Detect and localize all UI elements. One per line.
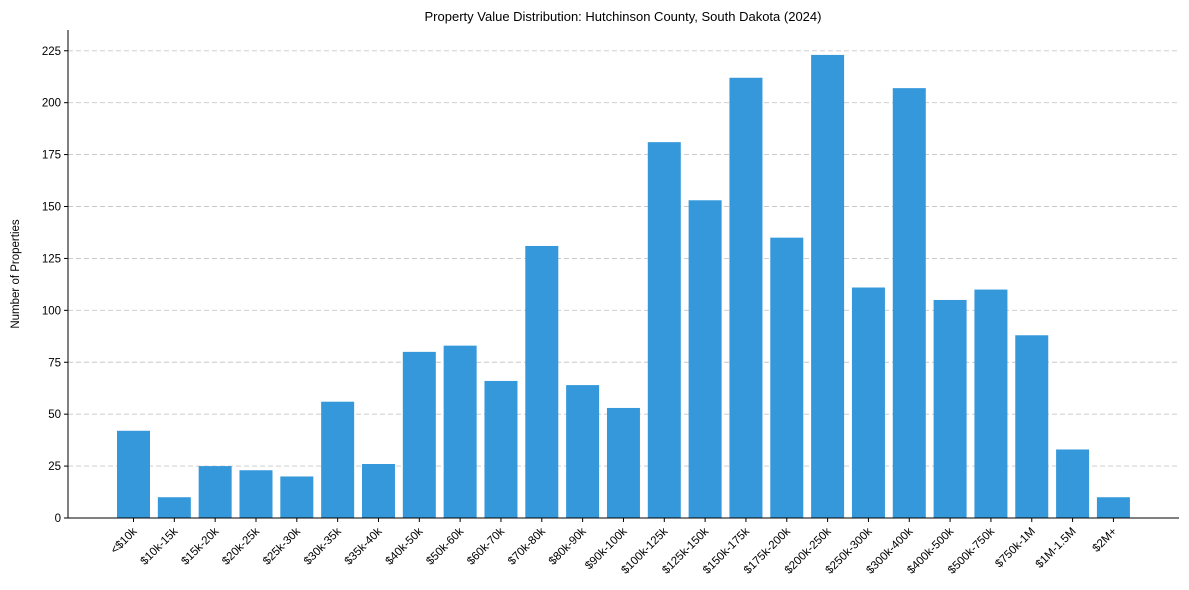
bar	[280, 476, 313, 518]
bar	[1097, 497, 1130, 518]
x-tick-label: $15k-20k	[179, 525, 221, 567]
bar	[321, 402, 354, 518]
x-tick-label: $1M-1.5M	[1034, 526, 1079, 571]
bar	[1056, 449, 1089, 518]
bar	[199, 466, 232, 518]
y-tick-label: 150	[42, 202, 61, 214]
x-tick-label: $70k-80k	[506, 525, 548, 567]
bar	[934, 300, 967, 518]
y-tick-label: 100	[42, 305, 61, 317]
bar	[484, 381, 517, 518]
y-tick-label: 175	[42, 150, 61, 162]
bar	[729, 78, 762, 518]
bar	[893, 88, 926, 518]
x-tick-label: $35k-40k	[343, 525, 385, 567]
x-tick-label: $30k-35k	[302, 525, 344, 567]
bar	[689, 200, 722, 518]
x-tick-label: $20k-25k	[220, 525, 262, 567]
x-tick-label: $40k-50k	[383, 525, 425, 567]
x-tick-label: $25k-30k	[261, 525, 303, 567]
x-tick-label: $2M+	[1090, 525, 1119, 554]
y-tick-label: 75	[48, 357, 61, 369]
bar	[158, 497, 191, 518]
bar	[525, 246, 558, 518]
x-tick-label: $80k-90k	[547, 525, 589, 567]
bar	[444, 346, 477, 518]
bar	[403, 352, 436, 518]
gridlines	[68, 51, 1179, 466]
y-tick-label: 225	[42, 46, 61, 58]
bar	[362, 464, 395, 518]
bar	[117, 431, 150, 518]
x-tick-label: $60k-70k	[465, 525, 507, 567]
x-tick-label: $10k-15k	[139, 525, 181, 567]
y-tick-label: 125	[42, 253, 61, 265]
bar	[1015, 335, 1048, 518]
bars	[117, 55, 1130, 518]
bar	[239, 470, 272, 518]
y-tick-label: 0	[55, 513, 61, 525]
x-tick-label: <$10k	[109, 525, 140, 556]
x-tick-label: $50k-60k	[424, 525, 466, 567]
x-axis: <$10k$10k-15k$15k-20k$20k-25k$25k-30k$30…	[68, 518, 1179, 577]
bar	[852, 287, 885, 518]
bar	[607, 408, 640, 518]
y-tick-label: 50	[48, 409, 61, 421]
bar	[566, 385, 599, 518]
y-axis: 0 25 50 75 100 125 150 175 200 225	[42, 30, 68, 525]
bar	[648, 142, 681, 518]
x-tick-label: $750k-1M	[993, 526, 1038, 571]
chart-title: Property Value Distribution: Hutchinson …	[425, 9, 822, 24]
bar	[770, 238, 803, 518]
y-axis-label: Number of Properties	[10, 219, 22, 329]
y-tick-label: 200	[42, 98, 61, 110]
bar	[974, 290, 1007, 518]
bar	[811, 55, 844, 518]
chart: Property Value Distribution: Hutchinson …	[0, 0, 1189, 590]
y-tick-label: 25	[48, 461, 61, 473]
